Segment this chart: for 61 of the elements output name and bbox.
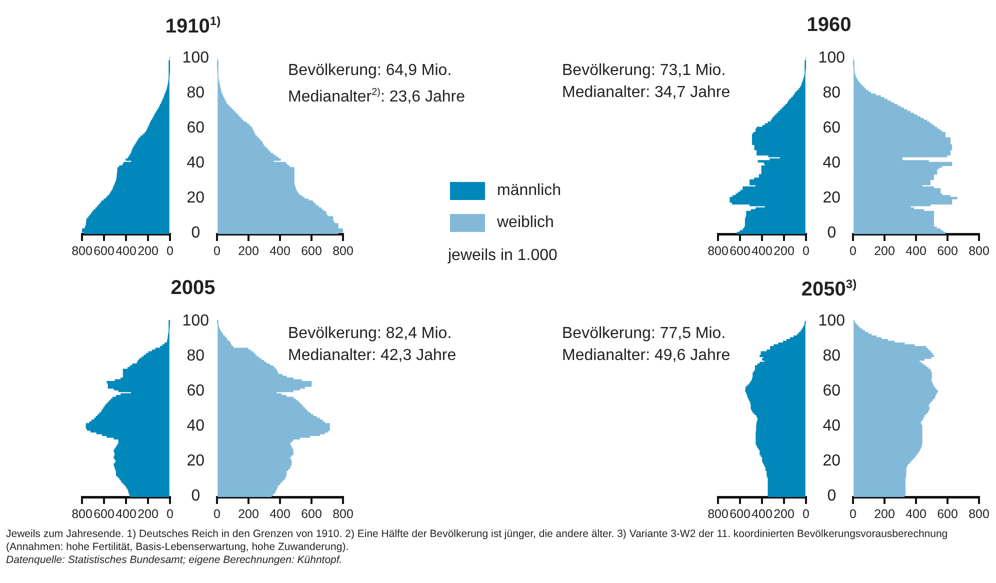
x-tick-label: 400	[116, 244, 136, 258]
x-tick-label: 800	[72, 506, 92, 521]
x-tick-label: 200	[774, 506, 794, 521]
y-tick-label: 0	[191, 224, 200, 242]
x-tick-label: 400	[116, 506, 136, 521]
x-tick-label: 600	[94, 506, 114, 521]
annotation: Bevölkerung: 73,1 Mio.	[562, 61, 727, 81]
chart-title: 1910$^{1)}$	[165, 14, 221, 39]
x-tick-label: 0	[166, 244, 174, 258]
text: Bevölkerung: 64,9 Mio.	[288, 61, 453, 81]
annotation: Medianalter: 34,7 Jahre	[562, 83, 730, 103]
x-tick-label: 800	[72, 244, 92, 258]
x-tick-label: 0	[802, 506, 810, 521]
chart-title: 2050$^{3)}$	[801, 277, 857, 302]
y-tick-label: 40	[186, 417, 205, 434]
chart-title: 1960	[806, 14, 852, 37]
annotation: Bevölkerung: 77,5 Mio.	[562, 324, 727, 344]
text: Medianalter$^{2)}$: 23,6 Jahre	[288, 86, 466, 108]
y-tick-label: 20	[186, 452, 205, 470]
y-tick-label: 60	[186, 382, 205, 400]
y-tick-label: 20	[186, 189, 205, 206]
y-tick-label: 60	[822, 382, 841, 400]
x-tick-label: 400	[752, 506, 772, 521]
y-tick-label: 40	[822, 417, 841, 434]
y-tick-label: 80	[186, 84, 205, 102]
y-tick-label: 20	[822, 189, 841, 206]
x-tick-label: 0	[166, 506, 174, 521]
y-tick-label: 0	[191, 488, 200, 505]
y-tick-label: 60	[822, 119, 841, 136]
text: Jeweils zum Jahresende. 1) Deutsches Reich in den Grenzen von 1910. 2) Eine Hälfte der Bevölkerung ist jünger, die andere älter. 3) Variante 3-W2 der 11. koordinierten Bevölkerungsvorausberechnung (Annahmen: hohe Fertilität, Basis-Lebenserwartung, hohe Zuwanderung).	[6, 528, 949, 554]
x-tick-label: 800	[708, 506, 728, 521]
x-tick-label: 0	[802, 244, 810, 258]
legend-label: männlich	[497, 182, 562, 200]
y-tick-label: 100	[818, 312, 846, 330]
x-tick-label: 800	[708, 244, 728, 258]
y-tick-label: 20	[822, 452, 841, 470]
x-tick-label: 400	[752, 244, 772, 258]
x-tick-label: 600	[94, 244, 114, 258]
y-tick-label: 40	[186, 154, 205, 172]
y-tick-label: 100	[182, 312, 210, 330]
y-tick-label: 80	[186, 347, 205, 364]
text: Datenquelle: Statistisches Bundesamt; eigene Berechnungen: Kühntopf.	[6, 554, 344, 567]
y-tick-label: 60	[186, 119, 205, 136]
chart-title: 2005	[170, 277, 216, 300]
text: jeweils in 1.000	[448, 247, 558, 265]
x-tick-label: 600	[730, 506, 750, 521]
text: Bevölkerung: 82,4 Mio.	[288, 324, 453, 344]
y-tick-label: 100	[818, 49, 846, 66]
y-tick-label: 80	[822, 347, 841, 364]
x-tick-label: 200	[138, 506, 158, 521]
legend-label: weiblich	[497, 214, 554, 232]
y-tick-label: 40	[822, 154, 841, 172]
x-tick-label: 200	[774, 244, 794, 258]
y-tick-label: 80	[822, 84, 841, 102]
y-tick-label: 0	[827, 488, 836, 505]
x-tick-label: 200	[138, 244, 158, 258]
y-tick-label: 0	[827, 224, 836, 242]
y-tick-label: 100	[182, 49, 210, 66]
x-tick-label: 600	[730, 244, 750, 258]
annotation: Medianalter: 49,6 Jahre	[562, 346, 730, 366]
text: Medianalter: 42,3 Jahre	[288, 346, 456, 366]
